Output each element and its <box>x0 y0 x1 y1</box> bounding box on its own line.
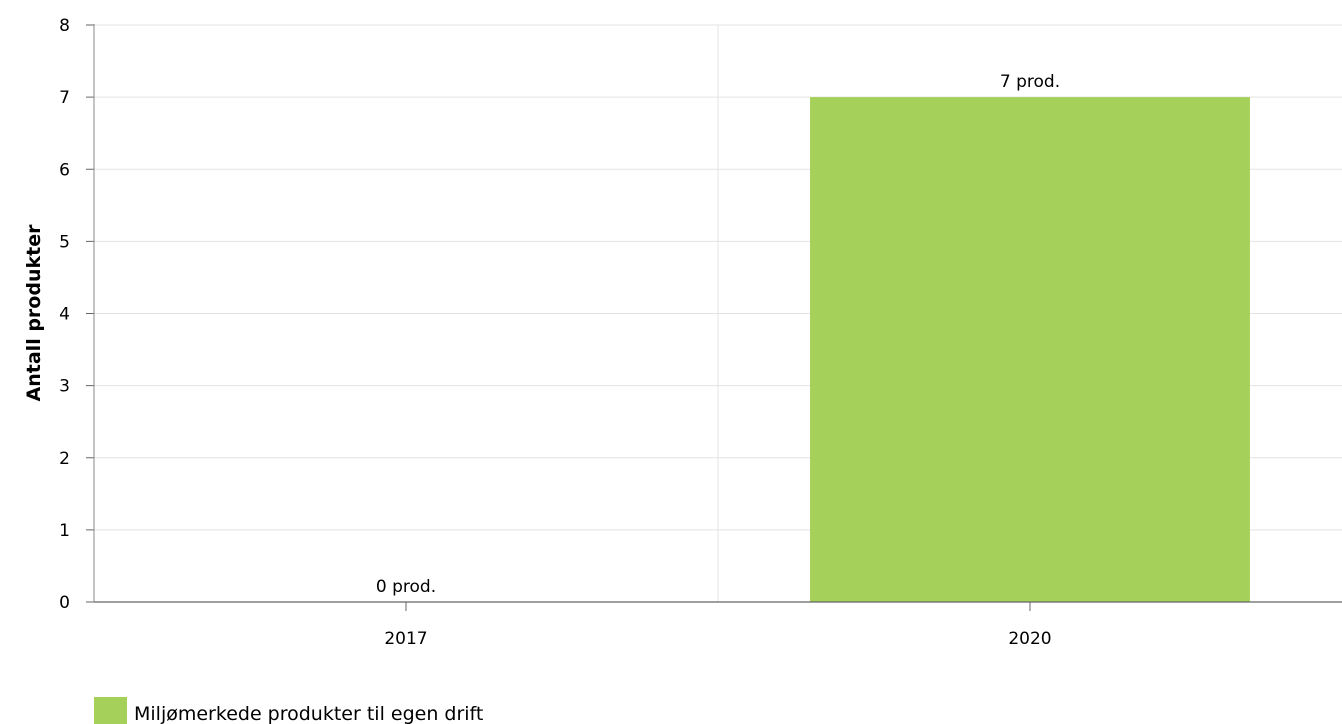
y-tick-label: 1 <box>59 521 70 541</box>
x-tick-label-2020: 2020 <box>1008 629 1051 649</box>
data-labels: 0 prod. 7 prod. <box>376 72 1060 597</box>
y-tick-label: 3 <box>59 377 70 397</box>
legend-swatch <box>94 697 127 724</box>
axes <box>86 24 1342 611</box>
y-tick-label: 0 <box>59 593 70 613</box>
y-tick-label: 7 <box>59 88 70 108</box>
y-axis-title: Antall produkter <box>23 224 45 402</box>
y-tick-label: 8 <box>59 16 70 36</box>
x-tick-label-2017: 2017 <box>384 629 427 649</box>
data-label-2020: 7 prod. <box>1000 72 1060 92</box>
gridlines <box>94 24 1342 602</box>
data-label-2017: 0 prod. <box>376 577 436 597</box>
y-tick-label: 6 <box>59 160 70 180</box>
legend[interactable]: Miljømerkede produkter til egen drift <box>94 697 483 724</box>
x-tick-labels: 2017 2020 <box>384 629 1051 649</box>
y-tick-label: 5 <box>59 232 70 252</box>
legend-label: Miljømerkede produkter til egen drift <box>134 703 483 724</box>
y-tick-labels: 0 1 2 3 4 5 6 7 8 <box>59 16 70 613</box>
bar-2020[interactable] <box>810 97 1250 602</box>
bars <box>810 97 1250 602</box>
y-tick-label: 2 <box>59 449 70 469</box>
y-tick-label: 4 <box>59 305 70 325</box>
